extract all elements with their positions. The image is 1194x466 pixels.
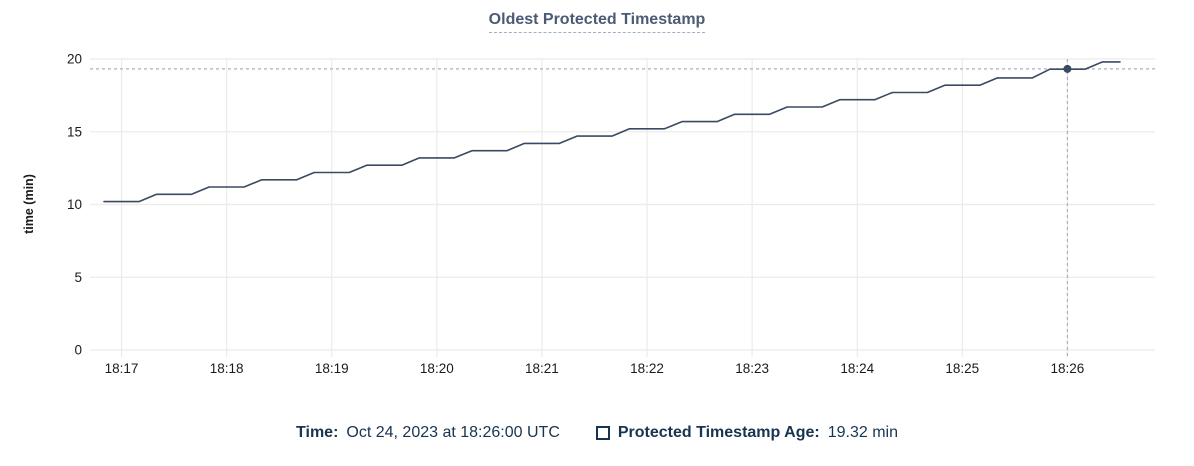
y-tick-label: 15 [67,124,82,139]
time-label: Time: [296,424,339,441]
x-tick-label: 18:17 [105,361,139,376]
x-tick-label: 18:18 [210,361,244,376]
chart-title[interactable]: Oldest Protected Timestamp [488,11,706,33]
time-value: Oct 24, 2023 at 18:26:00 UTC [346,424,560,441]
series-line [103,61,1121,203]
y-tick-label: 10 [67,197,82,212]
y-tick-label: 5 [74,270,82,285]
series-swatch-icon[interactable] [595,426,610,440]
crosshair-point [1063,64,1072,73]
series-value: 19.32 min [827,424,898,441]
chart-title-row: Oldest Protected Timestamp [0,11,1194,33]
x-tick-label: 18:20 [420,361,454,376]
y-tick-label: 0 [74,343,82,358]
series-label: Protected Timestamp Age: [617,424,820,441]
x-tick-label: 18:19 [315,361,349,376]
chart-hover-legend: Time: Oct 24, 2023 at 18:26:00 UTC Prote… [0,424,1194,442]
x-tick-label: 18:23 [735,361,769,376]
x-tick-label: 18:21 [525,361,559,376]
x-tick-label: 18:24 [840,361,874,376]
x-tick-label: 18:26 [1051,361,1085,376]
x-tick-label: 18:25 [945,361,979,376]
y-tick-label: 20 [67,52,82,67]
x-tick-label: 18:22 [630,361,664,376]
